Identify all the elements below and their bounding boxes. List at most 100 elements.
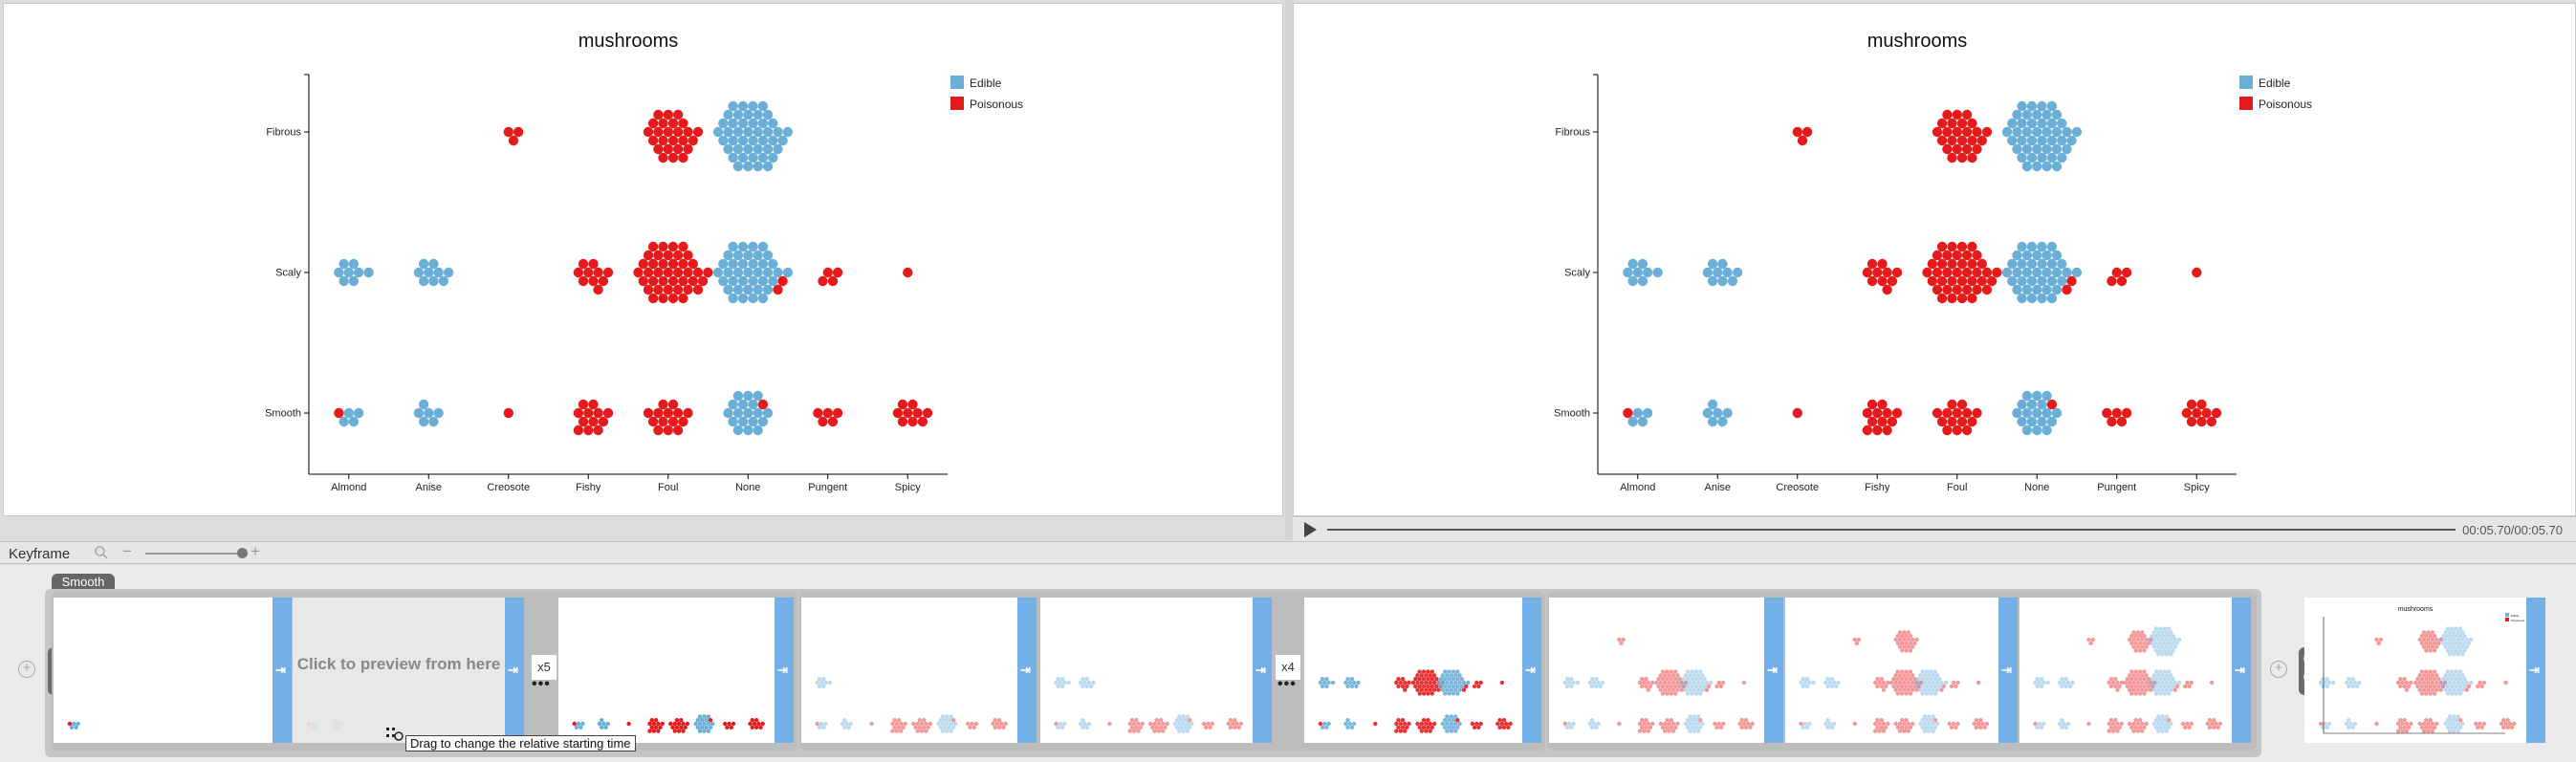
data-point xyxy=(2127,687,2132,692)
keyframe-thumbnail[interactable] xyxy=(801,598,1017,743)
data-point xyxy=(1181,714,1186,719)
thumbnail-legend-label: Edible xyxy=(2511,614,2520,618)
data-point xyxy=(950,725,956,729)
data-point xyxy=(1652,267,1663,278)
keyframe-thumbnail[interactable] xyxy=(1549,598,1764,743)
add-keyframe-right-button[interactable]: + xyxy=(2270,661,2287,678)
data-point xyxy=(2140,673,2145,678)
keyframe-thumbnail[interactable] xyxy=(54,598,273,743)
data-point xyxy=(1320,725,1325,729)
data-point xyxy=(2021,143,2033,155)
chart-panel-left: mushrooms Fibrous Scaly Smooth Almond Anise Cr… xyxy=(3,3,1283,516)
data-point xyxy=(2430,644,2435,649)
zoom-out-button[interactable]: − xyxy=(122,542,132,560)
data-point xyxy=(1318,721,1323,727)
more-dots-1[interactable]: ••• xyxy=(532,676,551,692)
keyframe-thumbnail[interactable]: mushrooms Edible Poisonous xyxy=(2304,598,2526,743)
data-point xyxy=(2164,680,2170,686)
data-point xyxy=(1663,680,1668,686)
data-point xyxy=(2037,241,2047,252)
data-point xyxy=(1683,721,1689,727)
arrow-right-to-bar-icon: ⇥ xyxy=(777,663,788,677)
data-point xyxy=(2456,721,2461,727)
data-point xyxy=(1228,718,1233,723)
transition-button[interactable]: ⇥ xyxy=(273,598,292,743)
keyframe-thumbnail[interactable] xyxy=(1785,598,1998,743)
data-point xyxy=(1932,407,1943,419)
data-point xyxy=(1981,126,1993,138)
transition-button[interactable]: ⇥ xyxy=(1253,598,1272,743)
data-point xyxy=(949,729,953,733)
data-point xyxy=(2160,644,2165,649)
data-point xyxy=(1627,258,1638,270)
data-point xyxy=(1658,680,1663,686)
data-point xyxy=(996,718,1002,723)
data-point xyxy=(2169,673,2173,678)
data-point xyxy=(2350,677,2355,682)
data-point xyxy=(605,721,610,727)
data-point xyxy=(1345,718,1350,723)
data-point xyxy=(940,714,946,719)
data-point xyxy=(2456,680,2461,686)
data-point xyxy=(2115,729,2120,733)
more-dots-2[interactable]: ••• xyxy=(1277,676,1297,692)
data-point xyxy=(1163,725,1168,729)
data-point xyxy=(1623,267,1633,278)
data-point xyxy=(999,721,1004,727)
data-point xyxy=(2192,407,2202,419)
transition-button[interactable]: ⇥ xyxy=(505,598,524,743)
data-point xyxy=(1852,721,1857,727)
data-point xyxy=(2135,673,2141,678)
zoom-slider[interactable] xyxy=(145,553,241,555)
data-point xyxy=(353,267,364,278)
transition-button[interactable]: ⇥ xyxy=(1764,598,1783,743)
multiplier-x4[interactable]: x4 xyxy=(1276,655,1300,680)
drag-handle-icon[interactable] xyxy=(384,726,404,743)
keyframe-thumbnail[interactable] xyxy=(558,598,775,743)
data-point xyxy=(1451,677,1456,682)
keyframe-thumbnail[interactable] xyxy=(1040,598,1253,743)
transition-button[interactable]: ⇥ xyxy=(1998,598,2018,743)
data-point xyxy=(1867,416,1878,427)
keyframe-thumbnail[interactable] xyxy=(2019,598,2232,743)
data-point xyxy=(1640,725,1645,729)
data-point xyxy=(1508,721,1513,727)
transition-button[interactable]: ⇥ xyxy=(2526,598,2545,743)
transition-button[interactable]: ⇥ xyxy=(775,598,794,743)
zoom-in-button[interactable]: + xyxy=(251,542,260,560)
data-point xyxy=(2434,637,2439,642)
data-point xyxy=(2447,644,2453,649)
keyframe-thumbnail[interactable] xyxy=(1304,598,1522,743)
transition-button[interactable]: ⇥ xyxy=(2232,598,2251,743)
data-point xyxy=(572,721,577,727)
data-point xyxy=(1952,250,1962,261)
transition-button[interactable]: ⇥ xyxy=(1522,598,1541,743)
data-point xyxy=(2447,729,2453,733)
data-point xyxy=(1952,109,1962,120)
data-point xyxy=(1801,684,1805,688)
data-point xyxy=(1947,241,1957,252)
transition-button[interactable]: ⇥ xyxy=(1017,598,1037,743)
panel-divider[interactable] xyxy=(1285,0,1293,540)
data-point xyxy=(2347,677,2351,682)
zoom-slider-knob[interactable] xyxy=(237,548,248,558)
play-button[interactable] xyxy=(1304,522,1317,537)
data-point xyxy=(743,250,753,261)
multiplier-x5[interactable]: x5 xyxy=(532,655,557,680)
progress-bar[interactable] xyxy=(1327,529,2456,531)
preview-overlay[interactable]: Click to preview from here xyxy=(293,598,505,743)
data-point xyxy=(732,109,744,120)
group-label[interactable]: Smooth xyxy=(52,574,115,591)
data-point xyxy=(1419,729,1424,733)
data-point xyxy=(2180,721,2186,727)
data-point xyxy=(2421,630,2427,635)
data-point xyxy=(782,126,794,138)
data-point xyxy=(418,399,429,410)
data-point xyxy=(1233,718,1237,723)
add-keyframe-left-button[interactable]: + xyxy=(18,661,35,678)
data-point xyxy=(573,407,584,419)
data-point xyxy=(1879,725,1884,729)
data-point xyxy=(674,725,680,729)
data-point xyxy=(2430,721,2435,727)
data-point xyxy=(2450,691,2455,696)
